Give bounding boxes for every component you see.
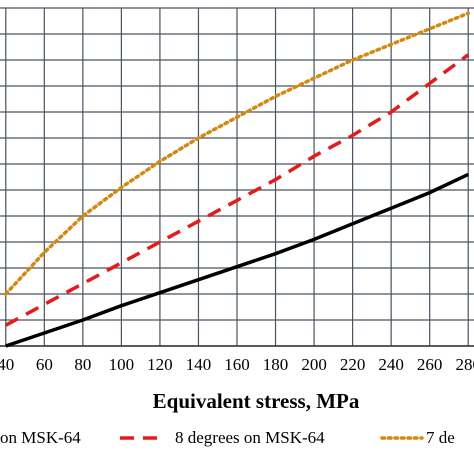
x-tick-label: 100	[109, 355, 135, 374]
x-tick-label: 240	[378, 355, 404, 374]
x-tick-label: 220	[340, 355, 366, 374]
x-tick-label: 180	[263, 355, 289, 374]
x-axis-title: Equivalent stress, MPa	[153, 389, 360, 413]
legend-label: on MSK-64	[0, 428, 81, 447]
x-tick-label: 280	[455, 355, 474, 374]
series-line	[5, 172, 469, 348]
x-tick-label: 160	[224, 355, 250, 374]
legend-label: 8 degrees on MSK-64	[175, 428, 325, 447]
legend-label: 7 de	[426, 428, 455, 447]
series-line	[4, 11, 470, 296]
x-tick-label: 60	[36, 355, 53, 374]
series-line	[4, 53, 470, 327]
x-tick-label: 120	[147, 355, 173, 374]
x-tick-label: 80	[74, 355, 91, 374]
x-tick-label: 140	[186, 355, 212, 374]
x-tick-label: 40	[0, 355, 14, 374]
x-tick-label: 200	[301, 355, 327, 374]
x-tick-label: 260	[417, 355, 443, 374]
